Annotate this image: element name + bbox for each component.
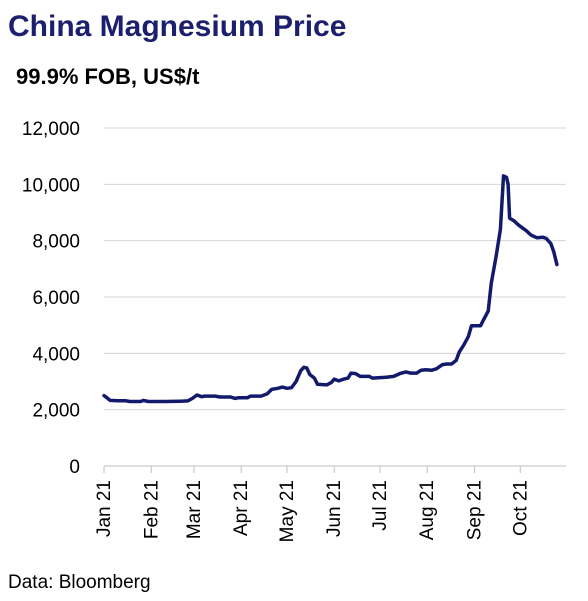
series-group xyxy=(102,174,559,404)
y-tick-label: 0 xyxy=(69,457,80,478)
x-tick-label: Jun 21 xyxy=(324,480,345,537)
y-tick-label: 4,000 xyxy=(32,344,80,365)
y-tick-label: 2,000 xyxy=(32,401,80,422)
chart-subtitle: 99.9% FOB, US$/t xyxy=(16,64,200,89)
y-tick-label: 8,000 xyxy=(32,232,80,253)
x-tick-label: May 21 xyxy=(277,480,298,542)
x-tick-label: Aug 21 xyxy=(417,480,438,540)
y-tick-label: 6,000 xyxy=(32,288,80,309)
y-axis-ticks: 0 2,000 4,000 6,000 8,000 10,000 12,000 xyxy=(22,119,80,478)
x-tick-label: Oct 21 xyxy=(510,480,531,536)
y-tick-label: 12,000 xyxy=(22,119,80,140)
x-tick-label: Jan 21 xyxy=(94,480,115,537)
x-axis-ticks: Jan 21 Feb 21 Mar 21 Apr 21 May 21 Jun 21 Jul … xyxy=(94,466,531,542)
gridlines xyxy=(104,127,566,411)
series-line-0 xyxy=(102,174,559,404)
x-tick-label: Feb 21 xyxy=(141,480,162,539)
y-tick-label: 10,000 xyxy=(22,175,80,196)
x-tick-label: Jul 21 xyxy=(370,480,391,531)
x-tick-label: Sep 21 xyxy=(465,480,486,540)
x-tick-label: Apr 21 xyxy=(231,480,252,536)
x-tick-label: Mar 21 xyxy=(184,480,205,539)
chart-title: China Magnesium Price xyxy=(8,10,347,43)
data-source: Data: Bloomberg xyxy=(8,572,151,593)
